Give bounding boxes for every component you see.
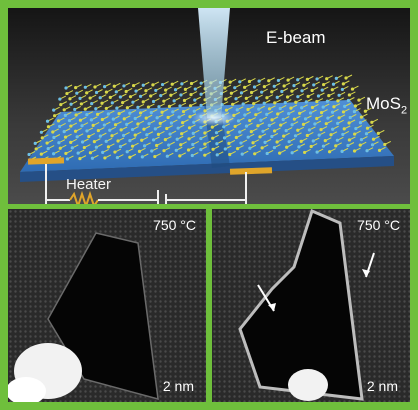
tem-left-illustration: [8, 209, 206, 402]
beam-spot: [192, 110, 236, 126]
left-electrode: [27, 157, 65, 165]
tem-image-left: 750 °C 2 nm: [8, 209, 206, 402]
temperature-label-right: 750 °C: [357, 217, 400, 233]
substrate-front: [20, 156, 394, 182]
scale-bar-left: 2 nm: [162, 378, 194, 394]
mos2-label: MoS2: [366, 94, 407, 116]
mos2-label-subscript: 2: [400, 104, 408, 117]
mos2-lattice: [27, 74, 391, 162]
heater-label: Heater: [66, 176, 112, 193]
scale-bar-right: 2 nm: [366, 378, 398, 394]
ebeam-label: E-beam: [266, 28, 326, 47]
schematic-panel: E-beam MoS2 Heater: [8, 8, 410, 204]
bright-particle-right: [288, 369, 328, 401]
electron-beam: [198, 8, 230, 118]
schematic-illustration: [20, 8, 394, 204]
mos2-label-main: MoS: [366, 94, 401, 113]
tem-right-illustration: [212, 209, 410, 402]
temperature-label-left: 750 °C: [153, 217, 196, 233]
right-electrode: [229, 167, 273, 175]
heater-resistor: [69, 190, 99, 204]
expanded-hole: [238, 209, 364, 401]
tem-image-right: 750 °C 2 nm: [212, 209, 410, 402]
